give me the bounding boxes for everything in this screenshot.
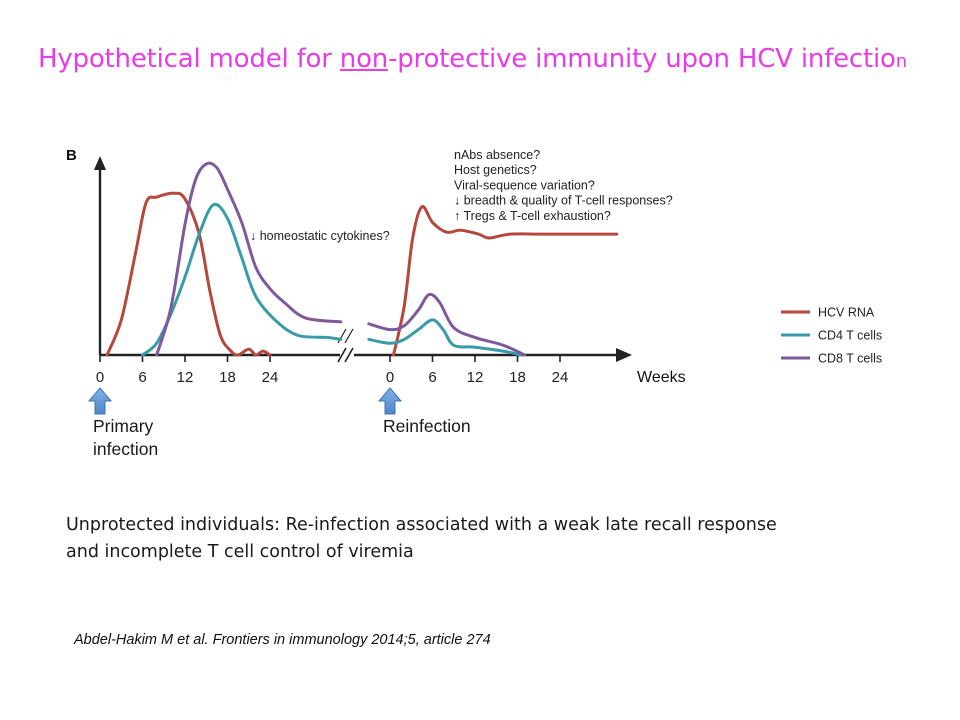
- slide-title: Hypothetical model for non-protective im…: [38, 44, 907, 74]
- x-tick-label: 12: [467, 369, 484, 386]
- x-tick-label: 24: [262, 369, 279, 386]
- annotation-reason: nAbs absence?: [454, 148, 540, 162]
- arrow-label: infection: [93, 439, 158, 459]
- title-underlined-word: non: [339, 44, 389, 74]
- annotation-reason: ↑ Tregs & T-cell exhaustion?: [454, 209, 611, 223]
- x-tick-label: 0: [96, 369, 104, 386]
- x-axis-label: Weeks: [637, 369, 686, 386]
- x-tick-label: 6: [428, 369, 436, 386]
- hcv-immunity-chart: 0 6 12 18 24 0 6 12 18 24 B Weeks ↓ homeostatic cyt…: [66, 147, 882, 459]
- series-line-cd8-t-cells: [155, 161, 343, 357]
- x-tick-label: 18: [509, 369, 526, 386]
- title-text-end: -protective immunity upon HCV infectio: [388, 44, 896, 74]
- series-line-hcv-rna: [105, 191, 272, 357]
- series-line-cd8-t-cells: [367, 292, 527, 357]
- slide-caption: Unprotected individuals: Re-infection as…: [66, 512, 777, 566]
- y-axis-arrowhead: [94, 156, 106, 170]
- axis-break-slash: [344, 347, 354, 363]
- axis-break-slash: [337, 347, 347, 363]
- annotation-reason: Viral-sequence variation?: [454, 178, 595, 192]
- x-tick-label: 0: [386, 369, 394, 386]
- caption-line-1: Unprotected individuals: Re-infection as…: [66, 515, 777, 535]
- series-line-cd4-t-cells: [367, 318, 523, 357]
- infection-arrow-icon: [377, 387, 403, 415]
- annotation-homeostatic: ↓ homeostatic cytokines?: [250, 229, 390, 243]
- x-tick-label: 18: [219, 369, 236, 386]
- annotation-reason: Host genetics?: [454, 163, 537, 177]
- x-axis-arrowhead: [616, 348, 632, 362]
- citation: Abdel-Hakim M et al. Frontiers in immuno…: [74, 632, 491, 648]
- x-tick-label: 6: [138, 369, 146, 386]
- series-line-hcv-rna: [392, 205, 619, 357]
- annotation-reason: ↓ breadth & quality of T-cell responses?: [454, 194, 673, 208]
- arrow-label: Primary: [93, 416, 154, 436]
- x-tick-label: 24: [552, 369, 569, 386]
- title-text-tail: n: [895, 51, 907, 72]
- legend-label: CD8 T cells: [818, 352, 882, 366]
- series-break-slash: [344, 328, 354, 344]
- legend-label: HCV RNA: [818, 306, 875, 320]
- arrow-label: Reinfection: [383, 416, 471, 436]
- x-tick-label: 12: [177, 369, 194, 386]
- caption-line-2: and incomplete T cell control of viremia: [66, 542, 414, 562]
- title-text-start: Hypothetical model for: [38, 44, 340, 74]
- axis-break-gap: [340, 350, 354, 360]
- infection-arrow-icon: [87, 387, 113, 415]
- legend-label: CD4 T cells: [818, 329, 882, 343]
- panel-label: B: [66, 147, 77, 164]
